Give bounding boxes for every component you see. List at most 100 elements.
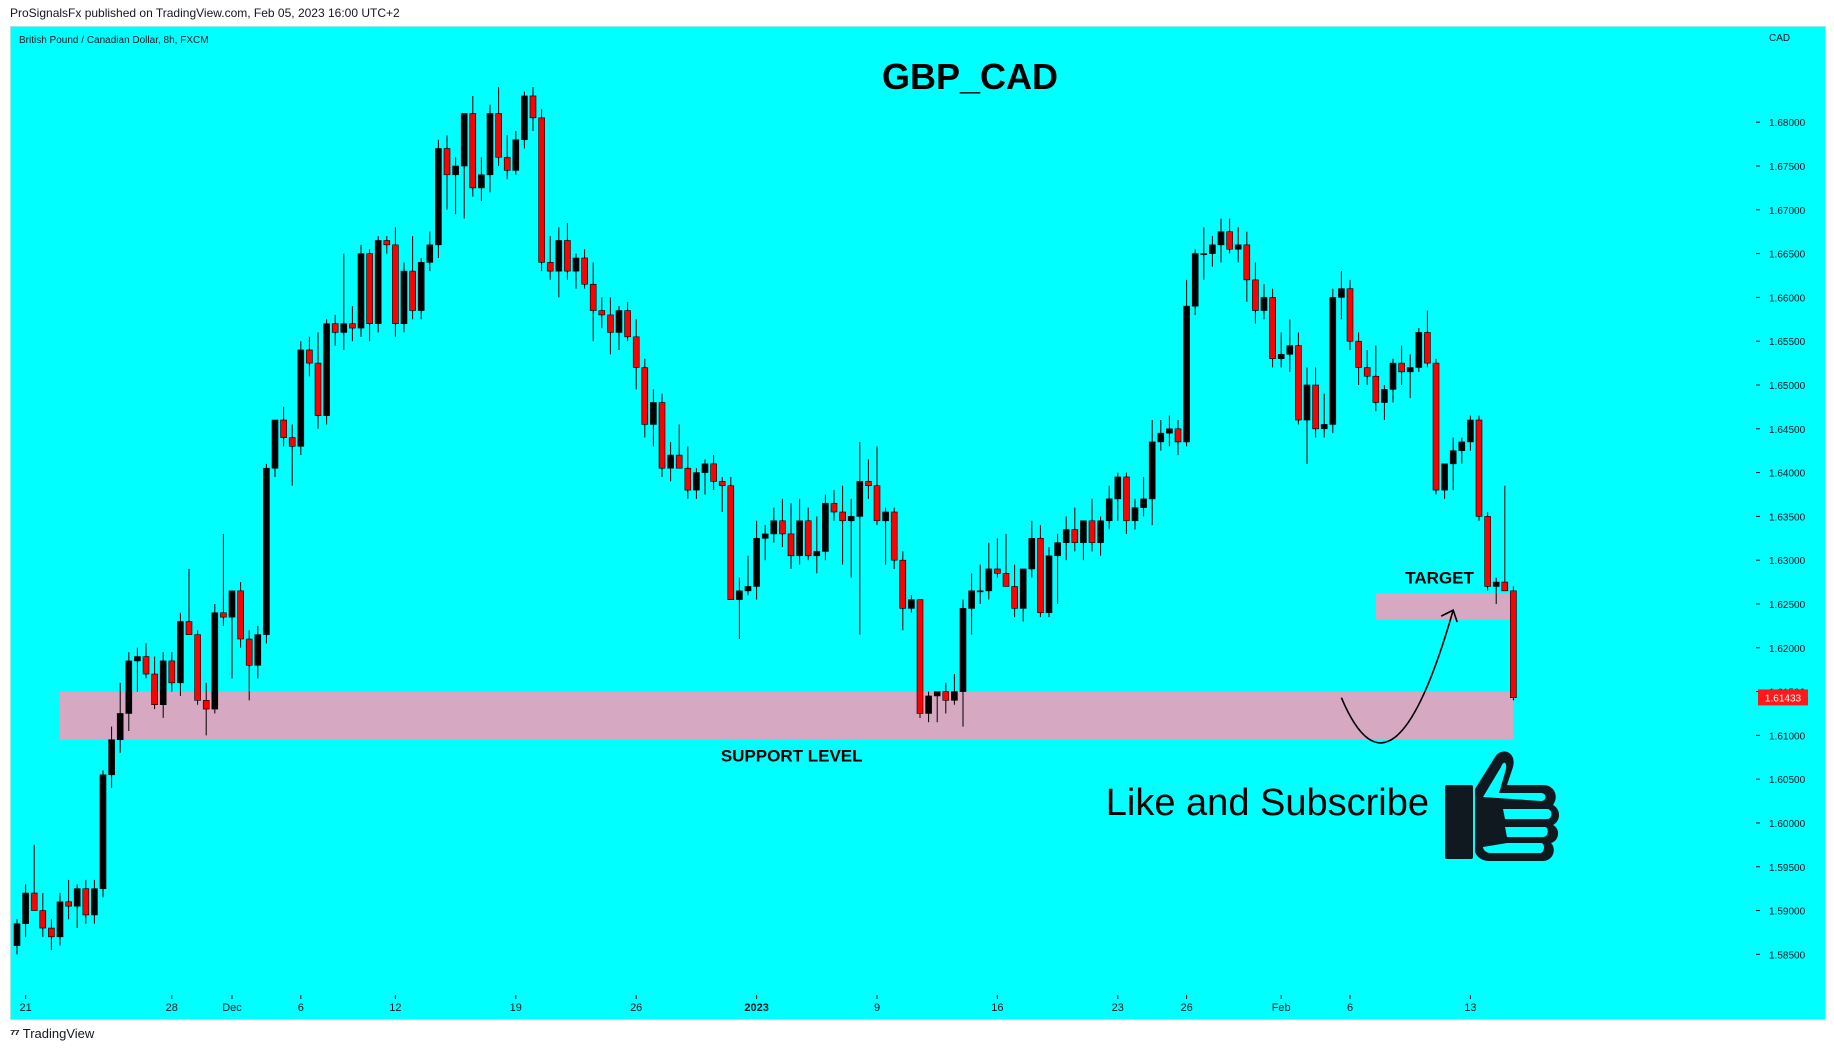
candle (521, 91, 528, 149)
candle-body (237, 590, 244, 640)
candle-body (589, 283, 597, 311)
candle (675, 424, 683, 469)
candle-body (839, 511, 846, 522)
candle-body (976, 590, 984, 593)
candle (899, 551, 907, 631)
candle-body (787, 533, 795, 557)
footer: ⁷⁷ TradingView (10, 1026, 94, 1041)
candle-body (1209, 244, 1216, 254)
x-tick-label: 28 (166, 1002, 178, 1014)
candle-body (245, 638, 253, 666)
x-tick-label: 19 (510, 1002, 522, 1014)
candle-body (1329, 297, 1337, 425)
support-level-label: SUPPORT LEVEL (721, 747, 863, 766)
candle-body (555, 240, 563, 272)
candle-body (22, 892, 29, 924)
candle-body (736, 590, 743, 600)
candle (796, 498, 803, 565)
candle (1415, 328, 1423, 372)
y-tick-label: 1.63500 (1769, 512, 1806, 523)
candle (1286, 319, 1294, 372)
y-tick-label: 1.59500 (1769, 863, 1806, 874)
candle (73, 884, 81, 929)
thumb-highlight (1483, 762, 1552, 853)
candle-body (82, 888, 90, 916)
candle (1269, 288, 1276, 368)
candle (185, 568, 193, 635)
candle-body (185, 621, 193, 635)
candle-body (202, 700, 210, 710)
candle (589, 262, 597, 342)
candle (1406, 354, 1414, 399)
y-tick-label: 1.63000 (1769, 556, 1806, 567)
candle (443, 135, 451, 210)
candle-body (916, 599, 924, 714)
candle (607, 297, 614, 355)
y-tick-label: 1.66000 (1769, 293, 1806, 304)
candle (99, 770, 107, 898)
candle-body (1140, 498, 1147, 508)
candle (503, 135, 511, 180)
candle-body (718, 481, 726, 487)
candle-body (727, 485, 735, 600)
candle (546, 236, 554, 280)
candle (1209, 236, 1216, 267)
candle (1243, 231, 1251, 302)
candle-body (933, 691, 941, 697)
candle-body (323, 323, 330, 416)
candle (56, 893, 64, 946)
candle (615, 306, 623, 350)
candle (787, 503, 795, 569)
candle (916, 599, 924, 718)
chart-area[interactable]: SUPPORT LEVEL TARGET British Pound / Cana… (10, 26, 1826, 1020)
candle (1037, 525, 1044, 618)
candle-body (856, 481, 864, 517)
candle-body (968, 590, 975, 609)
candle-body (822, 502, 829, 552)
y-tick-label: 1.62500 (1769, 600, 1806, 611)
y-tick-label: 1.65500 (1769, 337, 1806, 348)
candle-body (177, 621, 184, 684)
candle (159, 652, 167, 718)
candle-body (280, 419, 287, 438)
y-tick-label: 1.68000 (1769, 118, 1806, 129)
candle-body (632, 336, 640, 368)
x-tick-label: 26 (630, 1002, 642, 1014)
y-tick-label: 1.60500 (1769, 775, 1806, 786)
candle-body (503, 156, 511, 171)
support-level-zone (60, 691, 1514, 740)
candle (280, 406, 287, 447)
candle-body (1105, 498, 1113, 522)
candle (1105, 485, 1113, 530)
candle (220, 533, 227, 626)
candle (1492, 577, 1500, 604)
candle-body (400, 270, 408, 324)
candle (572, 253, 580, 289)
footer-brand[interactable]: TradingView (22, 1026, 95, 1041)
candle-body (1166, 428, 1173, 434)
candle-body (847, 516, 855, 522)
x-tick-label: 23 (1112, 1002, 1124, 1014)
candle (830, 490, 838, 521)
candle (323, 319, 330, 425)
candle (753, 520, 760, 600)
candle (357, 244, 365, 337)
candle-body (1148, 441, 1156, 500)
candle-body (1406, 367, 1414, 373)
y-tick-label: 1.58500 (1769, 950, 1806, 961)
symbol-description: British Pound / Canadian Dollar, 8h, FXC… (19, 35, 209, 46)
candle (297, 341, 305, 456)
candle (1424, 310, 1431, 368)
candle (1140, 476, 1147, 517)
candle-body (116, 713, 124, 741)
candle (1363, 349, 1371, 385)
annotations-layer (1340, 608, 1458, 744)
candle-body (1234, 244, 1242, 250)
candle (770, 507, 778, 543)
candle (873, 446, 881, 526)
candlestick-chart[interactable]: SUPPORT LEVEL TARGET British Pound / Cana… (11, 27, 1825, 1019)
candle-body (1432, 362, 1440, 491)
candle (469, 95, 477, 197)
candle-body (1226, 231, 1233, 250)
candle-body (1191, 253, 1199, 307)
